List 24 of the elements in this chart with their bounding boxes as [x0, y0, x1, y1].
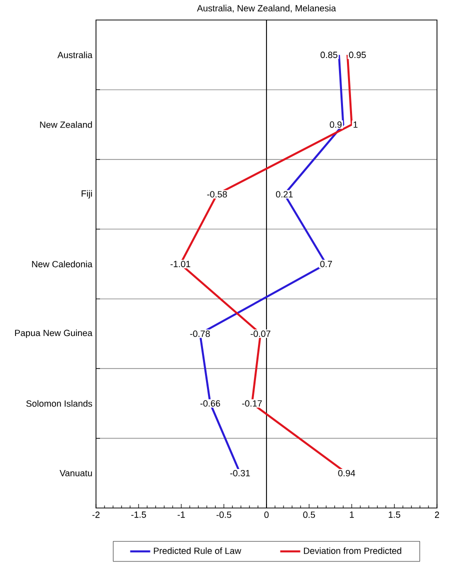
x-tick-label: 0.5 — [303, 512, 315, 518]
x-tick-label: -1 — [178, 512, 185, 518]
data-label: -0.31 — [230, 470, 250, 476]
y-tick-label: New Caledonia — [32, 260, 92, 268]
y-tick-label: New Zealand — [40, 121, 92, 128]
data-label: 0.85 — [320, 52, 338, 58]
y-tick-label: Fiji — [82, 190, 92, 198]
y-tick-label: Solomon Islands — [26, 400, 92, 407]
legend-label: Deviation from Predicted — [304, 547, 402, 554]
x-tick-label: -1.5 — [131, 512, 146, 518]
y-tick-label: Papua New Guinea — [15, 330, 92, 338]
y-tick-label: Vanuatu — [60, 470, 92, 476]
x-tick-label: -2 — [92, 512, 100, 518]
data-label: 1 — [354, 121, 358, 128]
chart-title: Australia, New Zealand, Melanesia — [196, 4, 336, 12]
x-tick-label: -0.5 — [216, 512, 232, 518]
x-tick-label: 2 — [434, 512, 440, 518]
data-label: 0.95 — [349, 52, 366, 58]
legend-label: Predicted Rule of Law — [154, 547, 242, 554]
y-tick-label: Australia — [57, 52, 92, 58]
x-tick-label: 0 — [264, 512, 269, 518]
data-label: 0.9 — [330, 121, 342, 128]
x-tick-label: 1 — [350, 512, 354, 518]
x-tick-label: 1.5 — [388, 512, 400, 518]
